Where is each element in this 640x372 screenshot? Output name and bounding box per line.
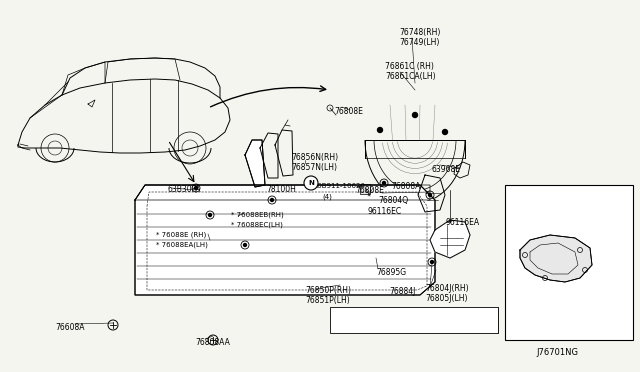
Text: (4): (4) <box>322 193 332 199</box>
Text: FRONT: FRONT <box>527 292 551 298</box>
Text: * 76088EC(LH): * 76088EC(LH) <box>231 222 283 228</box>
Circle shape <box>431 260 433 263</box>
Polygon shape <box>245 140 265 187</box>
Text: 76895G: 76895G <box>376 268 406 277</box>
Text: 76749(LH): 76749(LH) <box>399 38 440 47</box>
Text: * 76088EB(RH): * 76088EB(RH) <box>231 212 284 218</box>
Text: (77600M(RH): (77600M(RH) <box>521 207 568 214</box>
Text: 76608A: 76608A <box>55 323 84 332</box>
Polygon shape <box>430 220 470 258</box>
Text: 96116EA: 96116EA <box>445 218 479 227</box>
Text: NOTE: * PARTS ARE INCLUDED IN  76851P: NOTE: * PARTS ARE INCLUDED IN 76851P <box>336 326 474 332</box>
Text: 76884J: 76884J <box>389 287 415 296</box>
Text: 78100H: 78100H <box>266 185 296 194</box>
Text: 76850P(RH): 76850P(RH) <box>305 286 351 295</box>
Text: 76748(RH): 76748(RH) <box>399 28 440 37</box>
Circle shape <box>304 176 318 190</box>
Circle shape <box>209 214 211 217</box>
Text: N: N <box>308 180 314 186</box>
Text: 76804Q: 76804Q <box>378 196 408 205</box>
Circle shape <box>413 112 417 118</box>
Text: N0B911-10626: N0B911-10626 <box>312 183 365 189</box>
Circle shape <box>195 186 198 189</box>
Circle shape <box>383 182 385 185</box>
Text: * 76088E (RH): * 76088E (RH) <box>156 232 206 238</box>
Text: 76861C (RH): 76861C (RH) <box>385 62 434 71</box>
Circle shape <box>271 199 273 202</box>
Text: 63B30FA: 63B30FA <box>168 185 202 194</box>
Text: 76475E: 76475E <box>566 306 595 315</box>
Circle shape <box>243 244 246 247</box>
Text: 76851P(LH): 76851P(LH) <box>305 296 349 305</box>
Text: ★: ★ <box>330 326 336 332</box>
Text: SEC. 7B0: SEC. 7B0 <box>527 195 561 204</box>
Text: NOTE: * PARTS ARE INCLUDED IN  76850P: NOTE: * PARTS ARE INCLUDED IN 76850P <box>336 316 474 322</box>
Text: 76808E: 76808E <box>334 107 363 116</box>
Text: 76808AA: 76808AA <box>195 338 230 347</box>
FancyBboxPatch shape <box>330 307 498 333</box>
FancyBboxPatch shape <box>505 185 633 340</box>
Text: (77601M(LH): (77601M(LH) <box>521 217 567 224</box>
Text: * 76088EA(LH): * 76088EA(LH) <box>156 242 208 248</box>
Text: 76857N(LH): 76857N(LH) <box>291 163 337 172</box>
Circle shape <box>378 128 383 132</box>
Text: 76805J(LH): 76805J(LH) <box>425 294 467 303</box>
Text: 76804J(RH): 76804J(RH) <box>425 284 468 293</box>
Text: 63968E: 63968E <box>432 165 461 174</box>
Text: ★: ★ <box>330 316 336 322</box>
Text: J76701NG: J76701NG <box>536 348 578 357</box>
Polygon shape <box>135 185 435 295</box>
Text: 96116EC: 96116EC <box>368 207 402 216</box>
Polygon shape <box>520 235 592 282</box>
Circle shape <box>429 193 431 196</box>
Text: 76808A: 76808A <box>391 182 420 191</box>
Text: 76861CA(LH): 76861CA(LH) <box>385 72 436 81</box>
FancyBboxPatch shape <box>360 184 370 194</box>
Text: 76808E: 76808E <box>355 186 384 195</box>
Circle shape <box>442 129 447 135</box>
Text: 76856N(RH): 76856N(RH) <box>291 153 338 162</box>
